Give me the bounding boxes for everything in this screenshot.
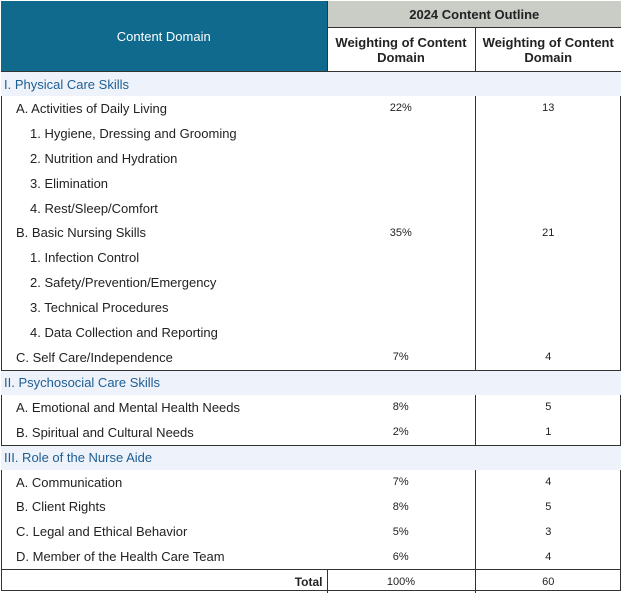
total-label: Total [1, 569, 328, 593]
table-row: 4. Rest/Sleep/Comfort [1, 195, 621, 221]
table-row: D. Member of the Health Care Team 6% 4 [1, 544, 621, 570]
domain-label: A. Emotional and Mental Health Needs [16, 399, 241, 415]
table-row: C. Legal and Ethical Behavior 5% 3 [1, 519, 621, 545]
table-row: 3. Elimination [1, 170, 621, 196]
weight-percent [327, 270, 476, 296]
domain-label: B. Spiritual and Cultural Needs [16, 424, 194, 440]
item-count: 1 [545, 426, 552, 439]
domain-label: 4. Rest/Sleep/Comfort [30, 200, 158, 216]
table-row: 1. Infection Control [1, 245, 621, 271]
content-domain-header: Content Domain [1, 1, 328, 72]
weight-percent: 35% [327, 220, 476, 246]
weight-percent: 6% [327, 544, 476, 570]
weight-percent [327, 120, 476, 146]
item-count: 4 [545, 550, 552, 563]
weight-percent: 7% [327, 469, 476, 495]
domain-label: C. Self Care/Independence [16, 349, 173, 365]
weight-percent: 2% [327, 419, 476, 446]
domain-label: 2. Nutrition and Hydration [30, 150, 178, 166]
section-title: III. Role of the Nurse Aide [1, 444, 621, 470]
weight-percent [327, 170, 476, 196]
item-count: 21 [542, 226, 555, 239]
domain-label: B. Basic Nursing Skills [16, 225, 147, 241]
weight-percent: 8% [327, 394, 476, 420]
weight-percent [327, 245, 476, 271]
total-row: Total 100% 60 [1, 569, 621, 593]
domain-label: A. Communication [16, 474, 123, 490]
outline-title-header: 2024 Content Outline [327, 1, 621, 28]
item-count: 5 [545, 500, 552, 513]
domain-label: 1. Infection Control [30, 250, 140, 266]
table-row: C. Self Care/Independence 7% 4 [1, 344, 621, 371]
section-header-row: II. Psychosocial Care Skills [1, 369, 621, 395]
item-count [475, 196, 621, 221]
table-body: I. Physical Care Skills A. Activities of … [1, 71, 621, 570]
domain-label: 3. Technical Procedures [30, 300, 169, 316]
domain-label: A. Activities of Daily Living [16, 100, 168, 116]
weighting-percent-header: Weighting of Content Domain [327, 27, 476, 72]
weight-percent: 7% [327, 344, 476, 371]
section-title: I. Physical Care Skills [1, 71, 621, 96]
domain-label: D. Member of the Health Care Team [16, 549, 225, 565]
weight-percent: 22% [327, 96, 476, 121]
item-count [475, 270, 621, 295]
section-header-row: III. Role of the Nurse Aide [1, 444, 621, 470]
total-percent: 100% [327, 569, 476, 593]
weighting-count-header: Weighting of Content Domain [475, 27, 621, 72]
section-header-row: I. Physical Care Skills [1, 71, 621, 96]
weight-percent: 8% [327, 494, 476, 520]
weight-percent: 5% [327, 519, 476, 545]
weight-percent [327, 145, 476, 171]
table-row: 4. Data Collection and Reporting [1, 320, 621, 345]
item-count [475, 121, 621, 146]
table-row: B. Client Rights 8% 5 [1, 494, 621, 520]
domain-label: C. Legal and Ethical Behavior [16, 524, 188, 540]
domain-label: 4. Data Collection and Reporting [30, 324, 218, 340]
item-count: 13 [542, 102, 555, 115]
table-row: B. Spiritual and Cultural Needs 2% 1 [1, 419, 621, 446]
domain-label: 1. Hygiene, Dressing and Grooming [30, 125, 237, 141]
item-count [475, 245, 621, 270]
weight-percent [327, 320, 476, 345]
table-row: A. Emotional and Mental Health Needs 8% 5 [1, 394, 621, 420]
item-count: 3 [545, 525, 552, 538]
item-count [475, 146, 621, 171]
item-count: 5 [545, 401, 552, 414]
table-row: 2. Nutrition and Hydration [1, 145, 621, 171]
item-count [475, 171, 621, 196]
weight-percent [327, 195, 476, 221]
table-row: A. Activities of Daily Living 22% 13 [1, 96, 621, 121]
total-count: 60 [475, 569, 621, 593]
domain-label: 3. Elimination [30, 175, 109, 191]
item-count: 4 [545, 351, 552, 364]
weight-percent [327, 295, 476, 321]
item-count [475, 295, 621, 320]
table-row: B. Basic Nursing Skills 35% 21 [1, 220, 621, 246]
section-title: II. Psychosocial Care Skills [1, 369, 621, 395]
table-row: 3. Technical Procedures [1, 295, 621, 321]
table-row: 1. Hygiene, Dressing and Grooming [1, 120, 621, 146]
domain-label: B. Client Rights [16, 499, 106, 515]
table-row: 2. Safety/Prevention/Emergency [1, 270, 621, 296]
table-row: A. Communication 7% 4 [1, 469, 621, 495]
item-count [475, 320, 621, 345]
domain-label: 2. Safety/Prevention/Emergency [30, 275, 217, 291]
item-count: 4 [545, 476, 552, 489]
